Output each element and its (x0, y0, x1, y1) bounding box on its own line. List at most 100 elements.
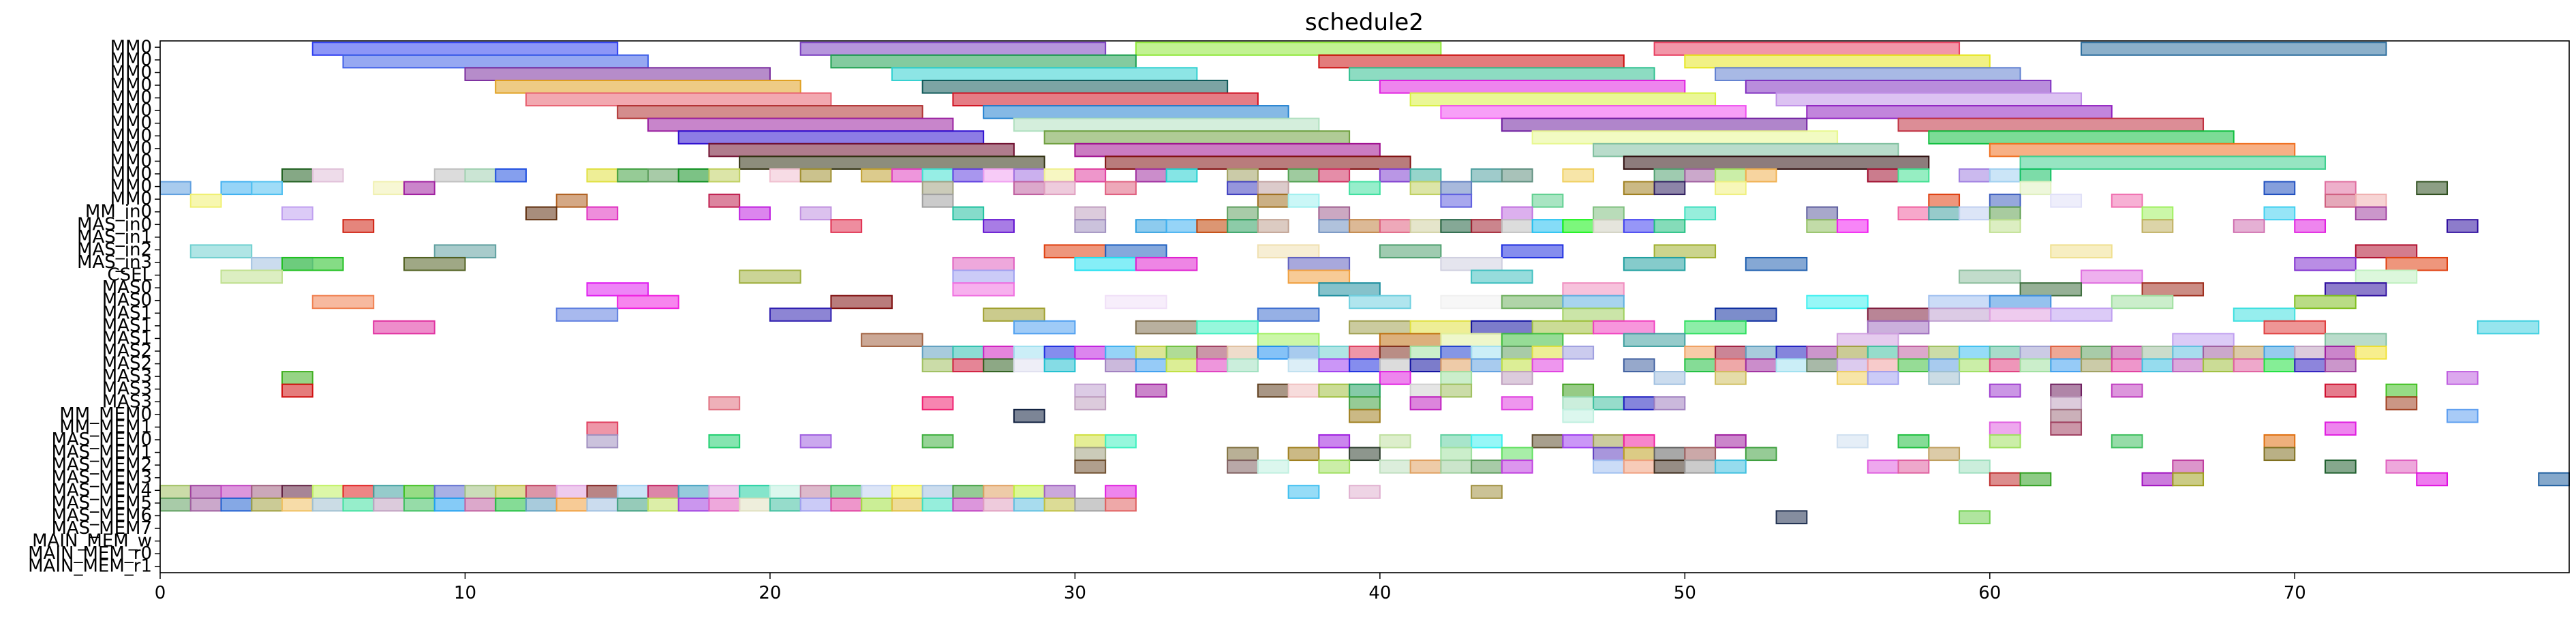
task-bar (2203, 358, 2235, 373)
task-bar (1775, 345, 1808, 360)
task-bar (2416, 181, 2449, 196)
x-axis-ticks: 0 10 20 30 40 50 60 70 (155, 573, 2306, 603)
task-bar (2081, 358, 2113, 373)
task-bar (495, 79, 801, 94)
y-tick-label: MM0 (110, 164, 152, 184)
y-tick-label: MM_MEM1 (59, 417, 152, 437)
task-bar (2172, 333, 2235, 347)
task-bar (952, 168, 985, 183)
task-bar (403, 497, 435, 512)
task-bar (586, 421, 619, 436)
task-bar (281, 168, 313, 183)
task-bar (525, 497, 557, 512)
task-bar (1623, 396, 1655, 410)
task-bar (464, 168, 497, 183)
task-bar (1440, 219, 1473, 233)
task-bar (1105, 345, 1137, 360)
task-bar (983, 219, 1015, 233)
task-bar (2111, 295, 2174, 310)
task-bar (1440, 358, 1473, 373)
task-bar (1531, 345, 1564, 360)
task-bar (799, 206, 832, 221)
task-bar (921, 168, 954, 183)
task-bar (1653, 396, 1686, 410)
task-bar (1318, 282, 1381, 297)
task-bar (1409, 460, 1442, 474)
task-bar (1105, 497, 1137, 512)
task-bar (433, 168, 466, 183)
task-bar (1013, 168, 1045, 183)
y-tick-label: MAS3 (102, 366, 152, 387)
task-bar (1105, 358, 1137, 373)
task-bar (1074, 219, 1107, 233)
task-bar (1531, 434, 1564, 449)
task-bar (1440, 434, 1473, 449)
task-bar (1928, 371, 1961, 385)
task-bar (769, 497, 801, 512)
task-bar (2385, 383, 2418, 398)
task-bar (2325, 181, 2357, 196)
y-tick-label: MAS_MEM0 (51, 430, 152, 450)
task-bar (1440, 105, 1747, 119)
task-bar (1043, 497, 1076, 512)
task-bar (1806, 206, 1839, 221)
task-bar (1806, 345, 1839, 360)
task-bar (1684, 345, 1717, 360)
task-bar (2050, 408, 2083, 423)
task-bar (1501, 117, 1808, 132)
task-bar (2050, 358, 2083, 373)
task-bar (799, 168, 832, 183)
task-bar (647, 485, 679, 499)
y-tick-label: MAS_MEM1 (51, 442, 152, 463)
task-bar (1318, 460, 1351, 474)
task-bar (1227, 358, 1259, 373)
task-bar (2263, 434, 2296, 449)
task-bar (1471, 485, 1503, 499)
task-bar (1531, 358, 1564, 373)
task-bar (983, 168, 1015, 183)
task-bar (1013, 358, 1045, 373)
task-bar (342, 497, 375, 512)
task-bar (1715, 67, 2021, 81)
task-bar (2050, 383, 2083, 398)
task-bar (1593, 219, 1625, 233)
task-bar (799, 497, 832, 512)
task-bar (1379, 460, 1411, 474)
task-bar (1471, 168, 1503, 183)
task-bar (1135, 320, 1198, 335)
task-bar (220, 485, 253, 499)
task-bar (1257, 307, 1320, 322)
task-bar (220, 269, 283, 284)
task-bar (1562, 282, 1625, 297)
task-bar (1257, 181, 1289, 196)
task-bar (281, 497, 313, 512)
task-bar (2355, 269, 2418, 284)
task-bar (1440, 371, 1473, 385)
task-bar (2263, 345, 2296, 360)
y-tick-label: MAIN_MEM_w (32, 531, 152, 552)
y-tick-label: MM_MEM0 (59, 404, 152, 425)
task-bar (1928, 194, 1961, 208)
task-bar (495, 485, 527, 499)
task-bar (830, 219, 863, 233)
task-bar (1745, 168, 1777, 183)
task-bar (2111, 383, 2143, 398)
task-bar (769, 485, 801, 499)
task-bar (464, 497, 497, 512)
task-bar (1287, 447, 1320, 462)
task-bar (2050, 194, 2083, 208)
task-bar (891, 497, 923, 512)
task-bar (1471, 460, 1503, 474)
task-bar (891, 168, 923, 183)
task-bar (1409, 181, 1442, 196)
task-bar (2325, 460, 2357, 474)
task-bar (647, 497, 679, 512)
task-bar (1531, 320, 1595, 335)
task-bar (1287, 256, 1351, 271)
task-bar (1013, 117, 1320, 132)
task-bar (1623, 460, 1655, 474)
task-bar (2019, 168, 2052, 183)
task-bar (1379, 168, 1411, 183)
task-bar (2081, 345, 2113, 360)
